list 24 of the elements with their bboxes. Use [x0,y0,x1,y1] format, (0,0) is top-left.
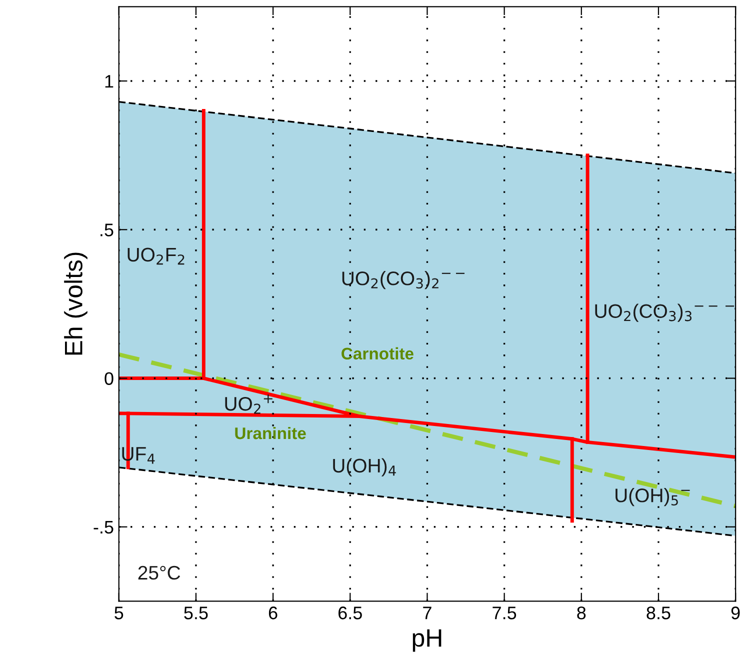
x-tick-label: 9 [731,606,740,620]
annotation: UO$_{2}$(CO$_{3}$)$_{2}$$^{−−}$ [342,271,465,290]
annotation: 25°C [138,566,180,580]
annotation: UO$_{2}$(CO$_{3}$)$_{3}$$^{−−−}$ [595,304,734,322]
y-tick-label: -.5 [94,521,114,534]
x-tick-label: 8.5 [646,606,670,620]
annotation: UO$_{2}$F$_{2}$ [128,248,184,265]
annotation: U(OH)$_{4}$ [333,458,396,476]
y-axis-title: Eh (volts) [64,252,88,355]
x-tick-label: 7.5 [492,606,516,620]
annotation: U(OH)$_{5}$$^{−}$ [616,488,690,506]
x-tick-label: 6 [268,606,278,620]
annotation: Carnotite [342,347,414,360]
x-tick-label: 6.5 [338,606,362,620]
annotation: Uraninite [235,426,306,440]
y-tick-label: 0 [104,372,114,385]
x-tick-label: 5 [114,606,124,620]
y-tick-label: 1 [105,75,114,88]
x-axis-title: pH [412,629,442,652]
x-tick-label: 8 [577,606,586,620]
x-tick-label: 7 [423,606,432,620]
annotation: UO$_{2}$$^{+}$ [225,394,272,414]
x-tick-label: 5.5 [184,606,208,620]
y-tick-label: .5 [100,224,114,236]
